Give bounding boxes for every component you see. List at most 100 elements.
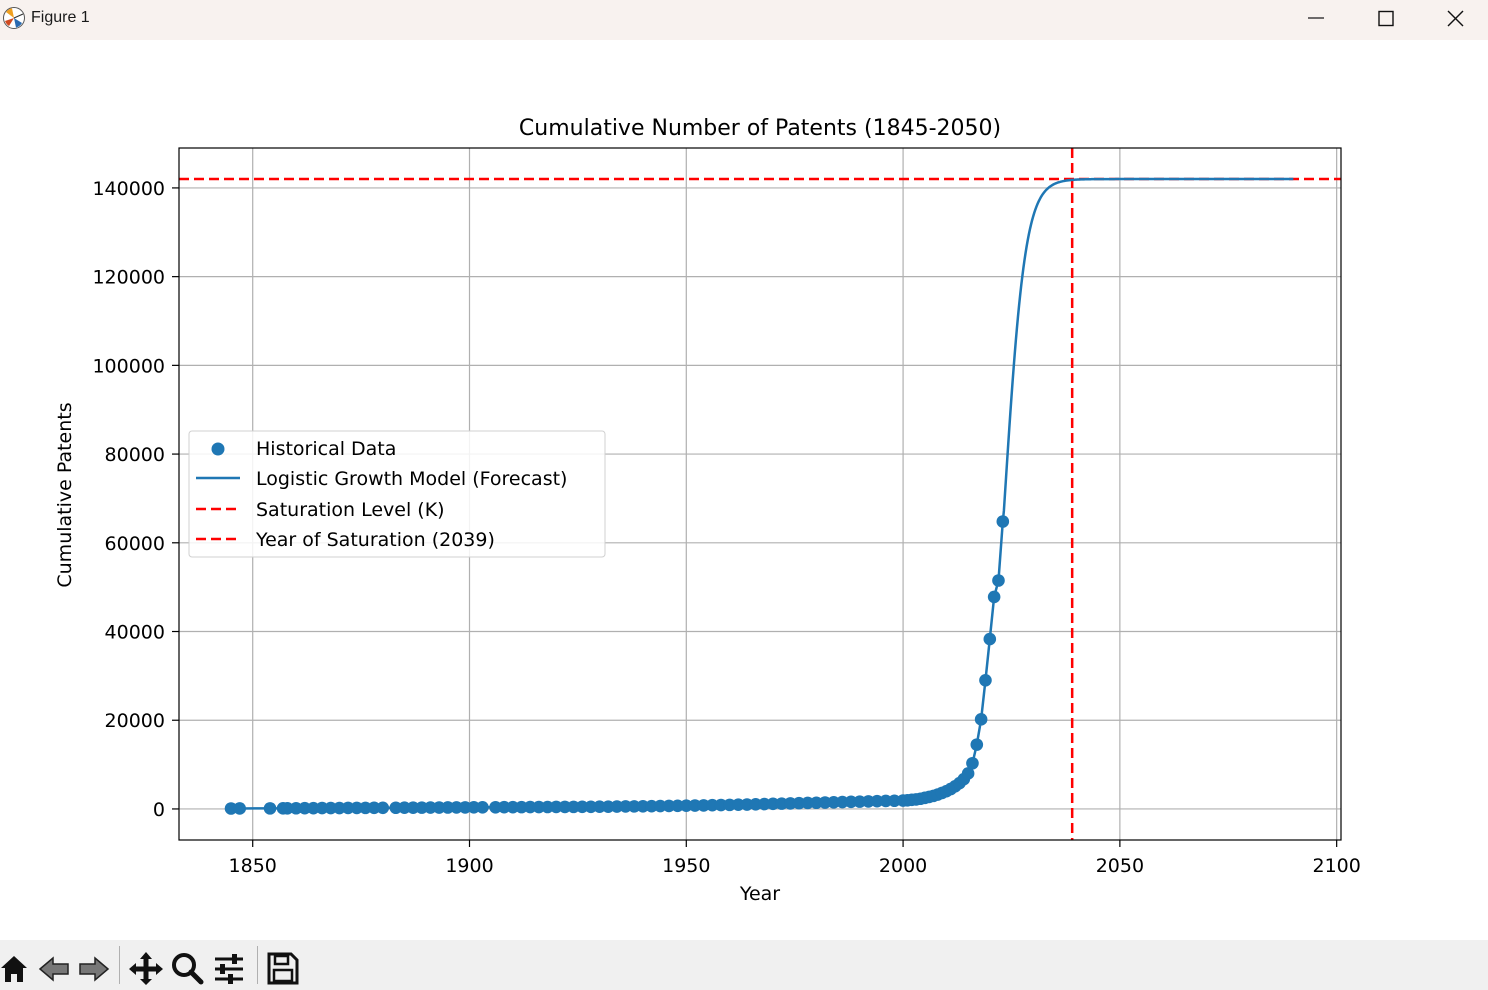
x-tick-label: 1850: [229, 855, 277, 877]
x-tick-label: 2000: [879, 855, 927, 877]
series-layer: [224, 177, 1294, 815]
historical-data-point: [376, 801, 390, 815]
save-button[interactable]: [266, 950, 300, 986]
matplotlib-app-icon: [3, 7, 25, 29]
maximize-icon: [1378, 10, 1394, 27]
y-tick-label: 60000: [105, 533, 165, 555]
maximize-button[interactable]: [1351, 0, 1421, 40]
historical-data-point: [983, 632, 997, 646]
window-title: Figure 1: [31, 9, 90, 26]
forward-arrow-icon: [79, 956, 110, 982]
configure-subplots-button[interactable]: [212, 950, 246, 986]
forward-button[interactable]: [76, 950, 110, 986]
legend-label-saturation-level: Saturation Level (K): [256, 499, 445, 521]
historical-data-point: [281, 801, 294, 815]
historical-data-point: [974, 713, 988, 726]
historical-data-point: [558, 800, 572, 814]
historical-data-point: [627, 800, 641, 813]
historical-data-point: [575, 800, 589, 814]
figure-canvas[interactable]: 1850 1900 1950 2000 2050 2100 0 20000 40000 60000…: [0, 40, 1488, 940]
historical-data-point: [289, 801, 303, 815]
historical-data-point: [610, 800, 624, 813]
axis-ticks: 1850 1900 1950 2000 2050 2100 0 20000 40000 60000…: [92, 178, 1360, 877]
historical-data-point: [398, 801, 411, 815]
historical-data-point: [567, 800, 580, 814]
x-tick-label: 2100: [1312, 855, 1360, 877]
historical-data-point: [441, 801, 455, 814]
home-icon: [1, 956, 27, 982]
historical-data-point: [541, 800, 554, 814]
home-button[interactable]: [0, 950, 34, 986]
historical-data-point: [415, 801, 429, 814]
historical-data-point: [450, 801, 463, 814]
chart: 1850 1900 1950 2000 2050 2100 0 20000 40000 60000…: [54, 116, 1361, 905]
historical-data-point: [497, 800, 511, 814]
legend-label-logistic: Logistic Growth Model (Forecast): [256, 468, 567, 490]
legend: Historical Data Logistic Growth Model (F…: [188, 430, 606, 558]
legend-label-saturation-year: Year of Saturation (2039): [255, 529, 495, 551]
y-tick-label: 0: [153, 799, 165, 821]
minimize-button[interactable]: [1281, 0, 1351, 40]
historical-data-point: [233, 802, 247, 815]
y-tick-label: 100000: [92, 355, 165, 377]
historical-data-point: [961, 767, 975, 780]
y-tick-label: 20000: [105, 710, 165, 732]
y-tick-label: 120000: [92, 267, 165, 289]
pan-button[interactable]: [129, 950, 163, 986]
historical-data-point: [987, 590, 1001, 604]
x-tick-label: 1950: [662, 855, 710, 877]
close-icon: [1447, 10, 1464, 27]
legend-marker-historical: [211, 442, 225, 456]
navigation-toolbar: [0, 940, 1488, 990]
zoom-button[interactable]: [170, 950, 204, 986]
historical-data-point: [333, 801, 346, 815]
toolbar-separator: [119, 946, 120, 984]
historical-data-point: [489, 800, 502, 814]
grid-lines: [179, 148, 1341, 840]
historical-data-point: [979, 674, 992, 687]
historical-data-point: [506, 800, 520, 814]
zoom-icon: [172, 953, 204, 985]
legend-box: [188, 430, 606, 558]
historical-data-point: [406, 801, 420, 814]
window-titlebar: Figure 1: [0, 0, 1488, 40]
legend-label-historical: Historical Data: [256, 438, 396, 460]
back-button[interactable]: [38, 950, 72, 986]
minimize-icon: [1308, 17, 1324, 19]
historical-data-point: [523, 800, 537, 814]
historical-data-point: [263, 802, 277, 815]
historical-data-point: [298, 801, 312, 815]
move-icon: [129, 952, 163, 985]
y-tick-label: 80000: [105, 444, 165, 466]
historical-data-point: [584, 800, 598, 814]
sliders-icon: [215, 954, 243, 984]
x-tick-label: 2050: [1096, 855, 1144, 877]
close-button[interactable]: [1421, 0, 1488, 40]
back-arrow-icon: [38, 956, 69, 982]
historical-data-point: [307, 801, 320, 815]
historical-data-point: [515, 800, 528, 814]
x-tick-label: 1900: [445, 855, 493, 877]
historical-data-point: [467, 801, 481, 814]
historical-data-point: [593, 800, 606, 814]
historical-data-point: [359, 801, 372, 815]
historical-data-point: [315, 801, 329, 815]
save-icon: [267, 952, 299, 985]
historical-data-point: [341, 801, 355, 815]
historical-data-point: [367, 801, 381, 815]
historical-data-point: [992, 574, 1005, 587]
historical-data-point: [476, 801, 489, 814]
x-axis-label: Year: [739, 883, 780, 905]
historical-data-point: [432, 801, 446, 814]
historical-data-point: [532, 800, 546, 814]
plot-frame: [178, 147, 1342, 841]
historical-data-point: [970, 738, 984, 751]
historical-data-point: [619, 800, 632, 813]
y-tick-label: 140000: [92, 178, 165, 200]
y-tick-label: 40000: [105, 622, 165, 644]
historical-data-point: [350, 801, 364, 815]
historical-data-point: [458, 801, 472, 814]
y-axis-label: Cumulative Patents: [54, 402, 76, 587]
historical-data-point: [966, 756, 979, 770]
historical-data-point: [601, 800, 615, 813]
